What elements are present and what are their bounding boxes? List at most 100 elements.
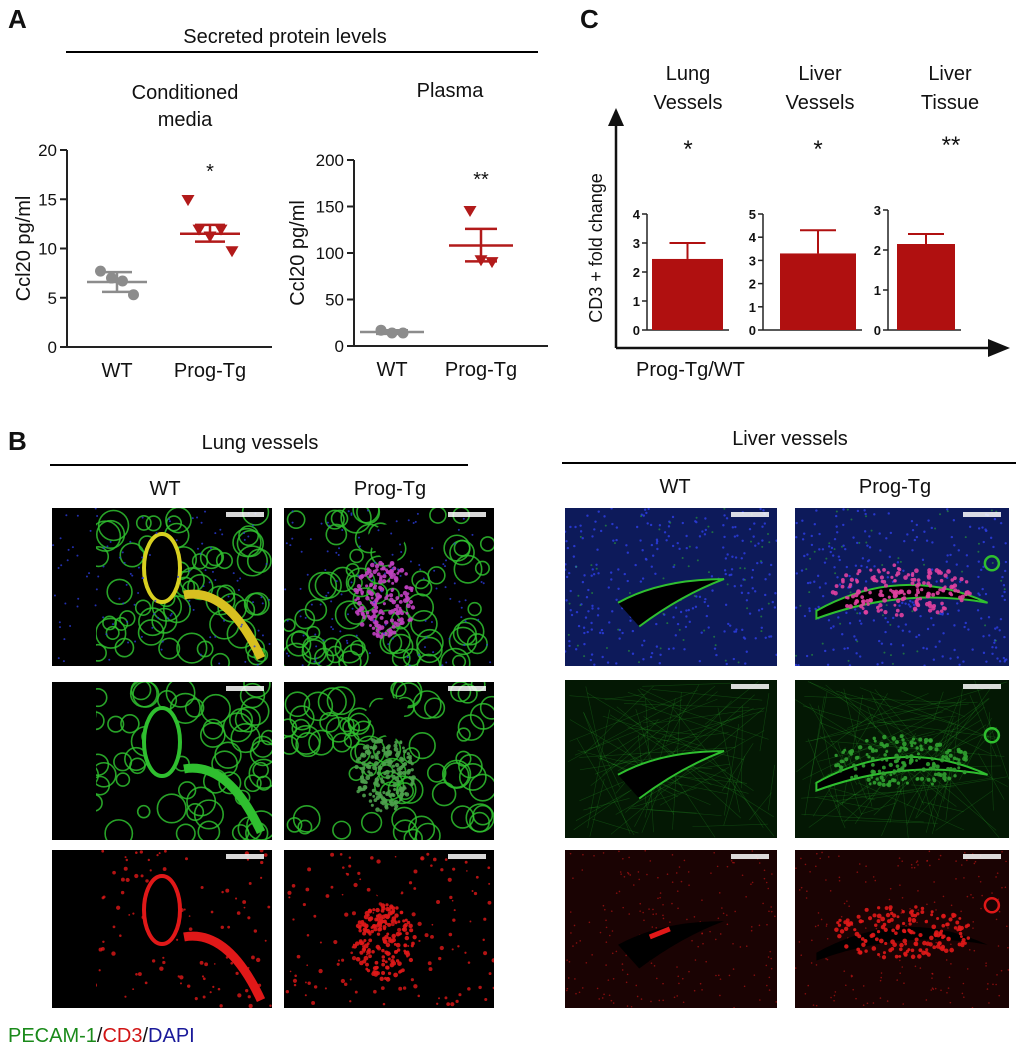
star-liver-tissue: ** [941, 132, 961, 159]
bar-y-tick-label: 0 [633, 323, 640, 338]
y-tick-label: 100 [316, 244, 344, 263]
micrograph-liver-prog-tg-pecam [795, 680, 1009, 838]
micrograph-liver-prog-tg-merged [795, 508, 1009, 666]
data-point [474, 255, 488, 267]
bar [897, 244, 955, 330]
plasma-chart: 0 50 100 150 200 Ccl20 pg/ml WT Prog-Tg ** [287, 151, 548, 381]
star-liver-vessels: * [813, 136, 823, 163]
scale-bar [963, 854, 1001, 859]
liver-col-wt: WT [659, 476, 691, 498]
scale-bar [448, 854, 486, 859]
header-liver-vessels-line-2: Vessels [785, 92, 855, 114]
scale-bar [448, 686, 486, 691]
x-tick-label: WT [101, 360, 132, 382]
x-arrow-head [988, 339, 1010, 357]
bar-y-tick-label: 1 [749, 300, 756, 315]
y-tick-label: 150 [316, 198, 344, 217]
bar-y-tick-label: 0 [874, 323, 881, 338]
data-point [375, 324, 387, 336]
x-tick-label: Prog-Tg [174, 360, 246, 382]
y-tick-label: 10 [38, 240, 57, 259]
micrograph-lung-wt-cd3 [52, 850, 272, 1008]
micrograph-liver-wt-merged [565, 508, 777, 666]
data-point [128, 289, 139, 301]
micrograph-liver-prog-tg-cd3 [795, 850, 1009, 1008]
scale-bar [963, 684, 1001, 689]
scale-bar [731, 854, 769, 859]
micrograph-lung-wt-pecam [52, 682, 272, 840]
panel-letter-a: A [8, 4, 27, 34]
data-point [181, 195, 195, 207]
cd3-fold-change-chart: CD3 + fold change Prog-Tg/WT 0 1 2 3 4 0 1 2 3 4 5 0 1… [586, 108, 1010, 381]
y-tick-label: 0 [335, 337, 344, 356]
panel-letter-b: B [8, 426, 27, 456]
header-lung-vessels: Lung Vessels [628, 60, 748, 118]
bar-y-tick-label: 3 [749, 253, 756, 268]
header-lung-vessels-line-2: Vessels [653, 92, 723, 114]
scale-bar [226, 512, 264, 517]
scale-bar [731, 512, 769, 517]
data-point [214, 224, 228, 236]
bar-y-tick-label: 3 [874, 203, 881, 218]
header-liver-tissue: Liver Tissue [890, 60, 1010, 118]
significance-star: * [206, 161, 214, 183]
micrograph-lung-prog-tg-merged [284, 508, 494, 666]
data-point [397, 327, 409, 339]
bar-y-tick-label: 3 [633, 236, 640, 251]
scale-bar [448, 512, 486, 517]
significance-star: ** [473, 169, 489, 191]
y-tick-label: 15 [38, 190, 57, 209]
y-axis-label: Ccl20 pg/ml [287, 200, 309, 306]
header-liver-vessels: Liver Vessels [760, 60, 880, 118]
header-liver-tissue-line-1: Liver [928, 63, 972, 85]
legend-slash-1: / [96, 1025, 103, 1047]
x-tick-label: Prog-Tg [445, 359, 517, 381]
conditioned-media-title: Conditioned media [80, 80, 290, 134]
micrograph-liver-wt-cd3 [565, 850, 777, 1008]
lung-vessels-title: Lung vessels [201, 432, 319, 454]
bar-y-tick-label: 4 [633, 207, 641, 222]
legend-pecam: PECAM-1 [8, 1025, 97, 1047]
y-tick-label: 0 [48, 338, 57, 357]
y-tick-label: 50 [325, 291, 344, 310]
lung-vessels-rule [50, 464, 468, 466]
micrograph-liver-wt-pecam [565, 680, 777, 838]
data-point [192, 224, 206, 236]
bar-y-tick-label: 5 [749, 207, 756, 222]
bar-y-tick-label: 2 [749, 277, 756, 292]
lung-col-prog-tg: Prog-Tg [353, 478, 427, 500]
lung-col-wt: WT [149, 478, 181, 500]
data-point [463, 205, 477, 217]
conditioned-media-title-line-1: Conditioned [131, 82, 239, 104]
y-tick-label: 20 [38, 141, 57, 160]
plasma-title: Plasma [416, 80, 484, 102]
data-point [117, 275, 128, 287]
header-lung-vessels-line-1: Lung [665, 63, 711, 85]
y-arrow-head [608, 108, 624, 126]
scale-bar [731, 684, 769, 689]
y-tick-label: 200 [316, 151, 344, 170]
y-axis-label: Ccl20 pg/ml [13, 196, 35, 302]
liver-vessels-title: Liver vessels [732, 428, 848, 450]
header-liver-tissue-line-2: Tissue [920, 92, 980, 114]
bar [780, 253, 856, 330]
data-point [225, 246, 239, 258]
stain-legend: PECAM-1/CD3/DAPI [8, 1025, 195, 1048]
legend-slash-2: / [142, 1025, 149, 1047]
micrograph-lung-prog-tg-cd3 [284, 850, 494, 1008]
data-point [386, 327, 398, 339]
x-tick-label: WT [376, 359, 407, 381]
legend-dapi: DAPI [148, 1025, 195, 1047]
data-point [95, 265, 106, 277]
conditioned-media-title-line-2: media [157, 109, 213, 131]
data-point [485, 257, 499, 269]
bar-y-tick-label: 2 [633, 265, 640, 280]
conditioned-media-chart: 0 5 10 15 20 Ccl20 pg/ml WT Prog-Tg * [13, 141, 272, 382]
micrograph-lung-prog-tg-pecam [284, 682, 494, 840]
micrograph-lung-wt-merged [52, 508, 272, 666]
cd3-x-axis-label: Prog-Tg/WT [636, 359, 745, 381]
bar [652, 258, 723, 330]
scale-bar [226, 854, 264, 859]
liver-vessels-rule [562, 462, 1016, 464]
cd3-y-axis-label: CD3 + fold change [586, 173, 606, 323]
